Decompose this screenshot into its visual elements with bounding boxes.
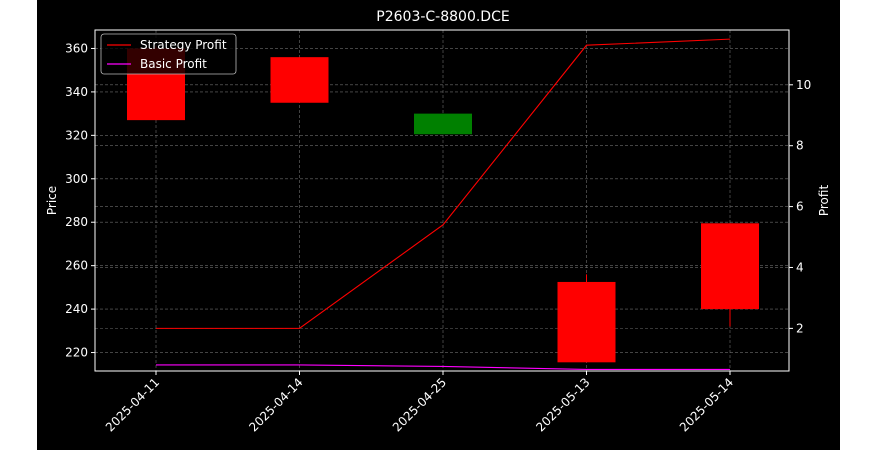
grid xyxy=(95,30,789,371)
price-tick-label: 300 xyxy=(65,172,88,186)
y-axis-label-left: Price xyxy=(45,186,59,215)
x-tick-label: 2025-05-13 xyxy=(533,375,592,434)
profit-tick-label: 10 xyxy=(796,78,811,92)
chart-figure: P2603-C-8800.DCE 220 240 260 280 300 320 340 36… xyxy=(37,0,840,450)
strategy-profit-line xyxy=(156,38,731,329)
price-tick-label: 360 xyxy=(65,41,88,55)
legend: Strategy Profit Basic Profit xyxy=(100,33,237,75)
profit-tick-label: 6 xyxy=(796,200,804,214)
x-tick-label: 2025-04-14 xyxy=(246,375,305,434)
price-tick-label: 220 xyxy=(65,346,88,360)
price-tick-label: 320 xyxy=(65,128,88,142)
candle-body xyxy=(270,57,329,103)
legend-box xyxy=(100,33,237,75)
profit-tick-label: 2 xyxy=(796,321,804,335)
price-tick-label: 280 xyxy=(65,215,88,229)
chart-svg: P2603-C-8800.DCE 220 240 260 280 300 320 340 36… xyxy=(45,9,831,434)
x-tick-label: 2025-05-14 xyxy=(677,375,736,434)
price-tick-label: 260 xyxy=(65,259,88,273)
y-axis-label-right: Profit xyxy=(817,185,831,217)
x-tick-label: 2025-04-25 xyxy=(390,375,449,434)
plot-frame xyxy=(94,29,790,372)
legend-label: Basic Profit xyxy=(140,57,207,71)
profit-tick-label: 8 xyxy=(796,139,804,153)
x-tick-label: 2025-04-11 xyxy=(103,375,162,434)
candle-body xyxy=(414,113,472,135)
profit-lines xyxy=(156,38,731,371)
candle-body xyxy=(557,281,616,363)
price-tick-label: 340 xyxy=(65,85,88,99)
profit-tick-label: 4 xyxy=(796,260,804,274)
chart-title: P2603-C-8800.DCE xyxy=(376,9,509,25)
legend-label: Strategy Profit xyxy=(140,38,227,52)
candle-body xyxy=(701,223,759,310)
candles xyxy=(127,46,759,363)
price-tick-label: 240 xyxy=(65,302,88,316)
basic-profit-line xyxy=(156,364,730,371)
